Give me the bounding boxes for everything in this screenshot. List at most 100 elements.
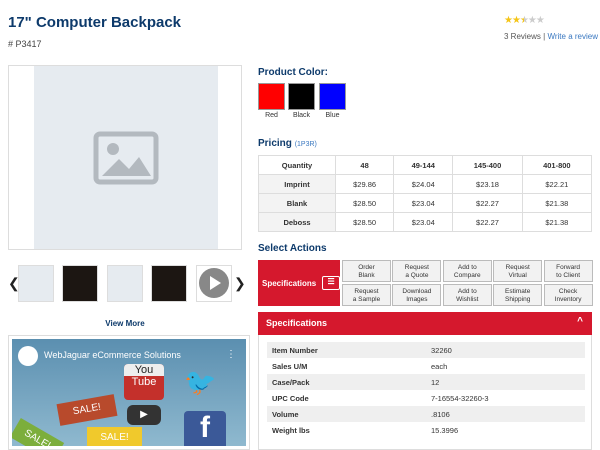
reviews-count[interactable]: 3 Reviews: [504, 32, 541, 41]
video-thumbnail[interactable]: [196, 265, 232, 302]
thumbnail-strip: ❮ ❯: [8, 265, 248, 303]
play-icon[interactable]: ▶: [127, 405, 161, 425]
spec-value: .8106: [431, 410, 450, 419]
table-header-row: Quantity 48 49-144 145-400 401-800: [258, 155, 593, 175]
thumbnail[interactable]: [107, 265, 143, 302]
video-embed[interactable]: WebJaguar eCommerce Solutions ⋮ You Tube …: [8, 335, 250, 450]
action-button[interactable]: Request a Sample: [342, 284, 391, 306]
spec-value: 15.3996: [431, 426, 459, 435]
table-row: Imprint $29.86 $24.04 $23.18 $22.21: [258, 174, 593, 194]
main-product-image[interactable]: [8, 65, 242, 250]
color-name: Red: [265, 112, 278, 119]
channel-logo: [18, 346, 38, 366]
color-swatch-red[interactable]: [258, 83, 285, 110]
spec-row: Volume .8106: [267, 406, 585, 422]
spec-row: Case/Pack 12: [267, 374, 585, 390]
product-color-label: Product Color:: [258, 67, 328, 78]
action-button-label: Order: [358, 264, 375, 271]
thumbnail[interactable]: [62, 265, 98, 302]
specifications-table: Item Number 32260 Sales U/M each Case/Pack 12…: [258, 335, 592, 450]
specifications-header[interactable]: Specifications ^: [258, 312, 592, 335]
spec-key: Item Number: [272, 346, 318, 355]
action-button[interactable]: Estimate Shipping: [493, 284, 543, 306]
specifications-button[interactable]: Specifications ☰: [258, 260, 340, 306]
action-button-label: Blank: [358, 272, 375, 279]
action-button-label: Check: [558, 288, 578, 295]
action-button-label: Add to: [457, 288, 477, 295]
action-button[interactable]: Request a Quote: [392, 260, 442, 282]
write-review-link[interactable]: Write a review: [547, 32, 598, 41]
pricing-table: Quantity 48 49-144 145-400 401-800 Imprint $2…: [258, 155, 593, 232]
sale-tag: SALE!: [87, 427, 142, 446]
product-sku: # P3417: [8, 39, 42, 49]
table-row: Blank $28.50 $23.04 $22.27 $21.38: [258, 193, 593, 213]
header-cell: 48: [334, 155, 395, 175]
action-button-label: Request: [505, 264, 530, 271]
pricing-label: Pricing (1P3R): [258, 138, 317, 149]
header-cell: Quantity: [258, 155, 336, 175]
select-actions-label: Select Actions: [258, 243, 327, 254]
action-button-label: Images: [406, 296, 428, 303]
specifications-title: Specifications: [266, 318, 328, 328]
table-row: Deboss $28.50 $23.04 $22.27 $21.38: [258, 212, 593, 232]
action-button[interactable]: Request Virtual: [493, 260, 543, 282]
image-placeholder-icon: [93, 131, 159, 184]
pricing-code: (1P3R): [294, 141, 317, 148]
twitter-icon: 🐦: [184, 367, 217, 397]
facebook-logo: f: [184, 411, 226, 446]
chevron-up-icon[interactable]: ^: [577, 316, 583, 327]
chevron-right-icon[interactable]: ❯: [234, 275, 246, 291]
action-button-label: Virtual: [508, 272, 527, 279]
spec-row: UPC Code 7-16554-32260-3: [267, 390, 585, 406]
action-button[interactable]: Add to Compare: [442, 260, 492, 282]
thumbnail[interactable]: [18, 265, 54, 302]
action-button-label: Download: [402, 288, 432, 295]
spec-key: UPC Code: [272, 394, 309, 403]
product-title: 17" Computer Backpack: [8, 14, 182, 31]
more-icon[interactable]: ⋮: [226, 349, 236, 360]
action-button[interactable]: Check Inventory: [543, 284, 593, 306]
separator: |: [543, 32, 546, 41]
spec-row: Item Number 32260: [267, 342, 585, 358]
spec-value: 32260: [431, 346, 452, 355]
spec-key: Volume: [272, 410, 299, 419]
spec-key: Sales U/M: [272, 362, 308, 371]
action-button-label: Compare: [453, 272, 481, 279]
list-icon: ☰: [322, 276, 340, 290]
action-button-label: to Client: [556, 272, 581, 279]
color-name: Blue: [325, 112, 340, 119]
color-name: Black: [292, 112, 311, 119]
action-button-label: a Sample: [352, 296, 381, 303]
spec-row: Sales U/M each: [267, 358, 585, 374]
spec-value: 7-16554-32260-3: [431, 394, 489, 403]
spec-key: Case/Pack: [272, 378, 310, 387]
sale-tag: SALE!: [12, 417, 65, 446]
action-button-label: Add to: [457, 264, 477, 271]
sale-tag: SALE!: [56, 394, 118, 426]
action-button[interactable]: Download Images: [392, 284, 442, 306]
color-swatch-blue[interactable]: [319, 83, 346, 110]
play-icon: [199, 268, 229, 298]
view-more-link[interactable]: View More: [105, 319, 145, 328]
action-button[interactable]: Forward to Client: [543, 260, 593, 282]
color-swatch-black[interactable]: [288, 83, 315, 110]
spec-row: Weight lbs 15.3996: [267, 422, 585, 438]
action-button-label: Shipping: [505, 296, 531, 303]
action-button-label: Request: [404, 264, 429, 271]
action-button-label: a Quote: [405, 272, 429, 279]
header-cell: 401-800: [521, 155, 593, 175]
action-button-label: Inventory: [554, 296, 582, 303]
header-cell: 49-144: [393, 155, 454, 175]
action-button[interactable]: Add to Wishlist: [442, 284, 492, 306]
video-title: WebJaguar eCommerce Solutions: [44, 350, 181, 360]
spec-key: Weight lbs: [272, 426, 310, 435]
action-button[interactable]: Order Blank: [342, 260, 391, 282]
thumbnail[interactable]: [151, 265, 187, 302]
action-button-label: Estimate: [505, 288, 531, 295]
chevron-left-icon[interactable]: ❮: [8, 275, 20, 291]
action-button-label: Forward: [556, 264, 581, 271]
reviews: 3 Reviews | Write a review: [504, 32, 598, 41]
specifications-button-label: Specifications: [262, 278, 317, 288]
spec-value: each: [431, 362, 448, 371]
spec-value: 12: [431, 378, 440, 387]
